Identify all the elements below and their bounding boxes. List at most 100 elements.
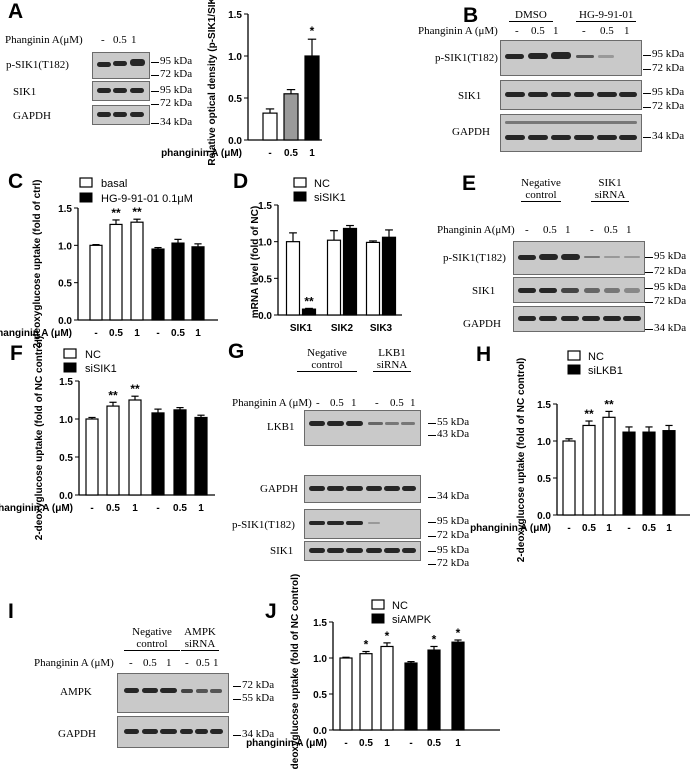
legend-swatch xyxy=(79,177,93,188)
significance-mark: * xyxy=(364,638,369,652)
blot-b-dose: - xyxy=(515,25,519,37)
blot-g-row-label: LKB1 xyxy=(267,421,295,433)
bar xyxy=(109,223,123,321)
x-axis-label: phanginin A (μM) xyxy=(246,738,327,749)
y-tick-label: 1.5 xyxy=(258,201,272,212)
band xyxy=(561,316,579,321)
blot-i-dose: - xyxy=(129,657,133,669)
blot-i-group: Negative control xyxy=(124,626,180,651)
bar xyxy=(151,412,165,496)
blot-i-treatment: Phanginin A (μM) xyxy=(34,657,114,669)
band xyxy=(309,486,325,491)
blot-a-membrane xyxy=(92,52,150,79)
mw-marker: 72 kDa xyxy=(232,679,275,691)
band xyxy=(142,688,158,693)
mw-marker: 95 kDa xyxy=(644,281,687,293)
mw-marker: 95 kDa xyxy=(644,250,687,262)
band xyxy=(346,421,363,426)
legend-label: NC xyxy=(85,349,101,361)
x-tick-label: - xyxy=(268,148,271,159)
blot-g-dose: 1 xyxy=(410,397,416,409)
band xyxy=(551,92,571,97)
band xyxy=(584,256,600,258)
band xyxy=(528,92,548,97)
bar xyxy=(602,416,616,516)
band xyxy=(518,255,536,260)
panel-label-e: E xyxy=(462,172,477,195)
blot-i-dose: - xyxy=(185,657,189,669)
mw-marker: 34 kDa xyxy=(644,322,687,334)
blot-a-row-label: GAPDH xyxy=(13,110,51,122)
bar xyxy=(339,657,353,731)
bar xyxy=(128,399,142,496)
bar xyxy=(194,416,208,496)
band xyxy=(180,729,193,734)
band xyxy=(624,288,640,293)
panel-label-j: J xyxy=(265,600,277,623)
blot-i-membrane xyxy=(117,673,229,713)
y-axis-label: 2-deoxyglucose uptake (fold of NC contro… xyxy=(290,574,301,769)
blot-b-membrane xyxy=(500,114,642,152)
band xyxy=(402,486,416,491)
blot-i-dose: 0.5 xyxy=(143,657,157,669)
bar xyxy=(451,641,465,731)
legend-swatch xyxy=(293,191,307,202)
blot-g-group: LKB1 siRNA xyxy=(373,347,411,372)
panel-label-c: C xyxy=(8,170,24,193)
x-tick-label: 0.5 xyxy=(109,328,123,339)
legend-label: NC xyxy=(392,600,408,612)
band xyxy=(113,88,127,93)
blot-a-row-label: p-SIK1(T182) xyxy=(6,59,69,71)
x-tick-label: 1 xyxy=(666,523,672,534)
y-tick-label: 0.5 xyxy=(59,453,73,464)
band xyxy=(603,316,621,321)
blot-g-dose: 1 xyxy=(351,397,357,409)
y-tick-label: 0.0 xyxy=(228,136,242,147)
x-tick-label: - xyxy=(627,523,630,534)
blot-i-row-label: GAPDH xyxy=(58,728,96,740)
x-tick-label: 1 xyxy=(309,148,315,159)
blot-g-membrane xyxy=(304,541,421,561)
band xyxy=(619,92,637,97)
blot-i-row-label: AMPK xyxy=(60,686,92,698)
band xyxy=(582,316,600,321)
blot-e-group: SIK1 siRNA xyxy=(591,177,629,202)
bar xyxy=(301,308,317,316)
y-tick-label: 1.0 xyxy=(228,52,242,63)
mw-marker: 43 kDa xyxy=(427,428,470,440)
band xyxy=(327,421,344,426)
legend-label: siSIK1 xyxy=(314,192,346,204)
bar xyxy=(285,241,301,316)
band xyxy=(574,135,594,140)
y-tick-label: 1.5 xyxy=(59,377,73,388)
x-tick-label: - xyxy=(409,738,412,749)
x-axis-label: phanginin A (μM) xyxy=(0,328,72,339)
panel-label-g: G xyxy=(228,340,245,363)
panel-label-a: A xyxy=(8,0,24,23)
bar xyxy=(427,649,441,731)
band xyxy=(346,486,363,491)
mw-marker: 95 kDa xyxy=(427,544,470,556)
bar xyxy=(262,112,278,141)
y-tick-label: 0.5 xyxy=(537,474,551,485)
band xyxy=(327,548,344,553)
x-tick-label: - xyxy=(90,503,93,514)
x-tick-label: - xyxy=(567,523,570,534)
significance-mark: ** xyxy=(604,397,614,411)
band xyxy=(384,548,400,553)
band xyxy=(518,288,536,293)
mw-marker: 95 kDa xyxy=(150,55,193,67)
band xyxy=(402,548,416,553)
y-axis-label: 2-deoxyglucose uptake (fold of NC contro… xyxy=(34,336,45,540)
bar xyxy=(173,409,187,496)
y-tick-label: 1.0 xyxy=(258,238,272,249)
y-axis-label: mRNA level (fold of NC) xyxy=(250,206,261,318)
y-tick-label: 1.5 xyxy=(313,618,327,629)
y-tick-label: 0.5 xyxy=(228,94,242,105)
legend-swatch xyxy=(63,348,77,359)
x-tick-label: 0.5 xyxy=(171,328,185,339)
band xyxy=(539,288,557,293)
mw-marker: 72 kDa xyxy=(642,100,685,112)
band xyxy=(327,521,344,525)
